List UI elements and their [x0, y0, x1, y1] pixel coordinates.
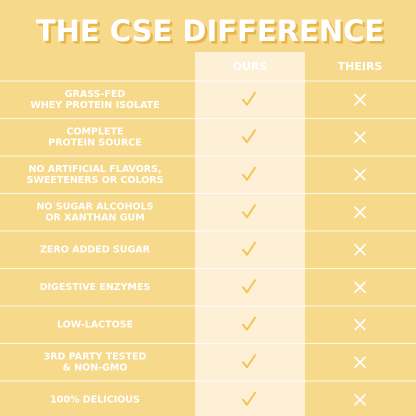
check-icon [242, 391, 256, 406]
row-label: NO SUGAR ALCOHOLS [36, 201, 153, 212]
row-label: GRASS-FED [65, 89, 126, 100]
ours-column-band [195, 52, 305, 416]
row-label: OR XANTHAN GUM [45, 212, 144, 223]
row-label: NO ARTIFICIAL FLAVORS, [28, 164, 161, 175]
check-icon [242, 91, 256, 106]
check-icon [242, 316, 256, 331]
row-label: PROTEIN SOURCE [48, 137, 142, 148]
cross-icon [354, 281, 366, 294]
row-label: DIGESTIVE ENZYMES [40, 282, 151, 293]
cross-icon [354, 206, 366, 219]
row-label: WHEY PROTEIN ISOLATE [30, 100, 159, 111]
row-label: COMPLETE [67, 126, 124, 137]
check-icon [242, 166, 256, 181]
row-label: & NON-GMO [63, 362, 128, 373]
cross-icon [354, 356, 366, 369]
row-label: ZERO ADDED SUGAR [40, 244, 151, 255]
row-label: LOW-LACTOSE [57, 319, 133, 330]
column-header: OURS [233, 60, 268, 73]
title-shadow: THE CSE DIFFERENCE [38, 17, 386, 51]
row-label: SWEETENERS OR COLORS [27, 175, 164, 186]
title: THE CSE DIFFERENCE [36, 14, 384, 48]
cross-icon [354, 318, 366, 331]
check-icon [242, 354, 256, 369]
check-icon [242, 129, 256, 144]
column-header: THEIRS [338, 60, 383, 73]
row-label: 100% DELICIOUS [50, 394, 140, 405]
check-icon [242, 204, 256, 219]
cross-icon [354, 393, 366, 406]
check-icon [242, 279, 256, 294]
cross-icon [354, 168, 366, 181]
cross-icon [354, 243, 366, 256]
row-label: 3RD PARTY TESTED [44, 351, 147, 362]
check-icon [242, 241, 256, 256]
cross-icon [354, 131, 366, 144]
cross-icon [354, 93, 366, 106]
